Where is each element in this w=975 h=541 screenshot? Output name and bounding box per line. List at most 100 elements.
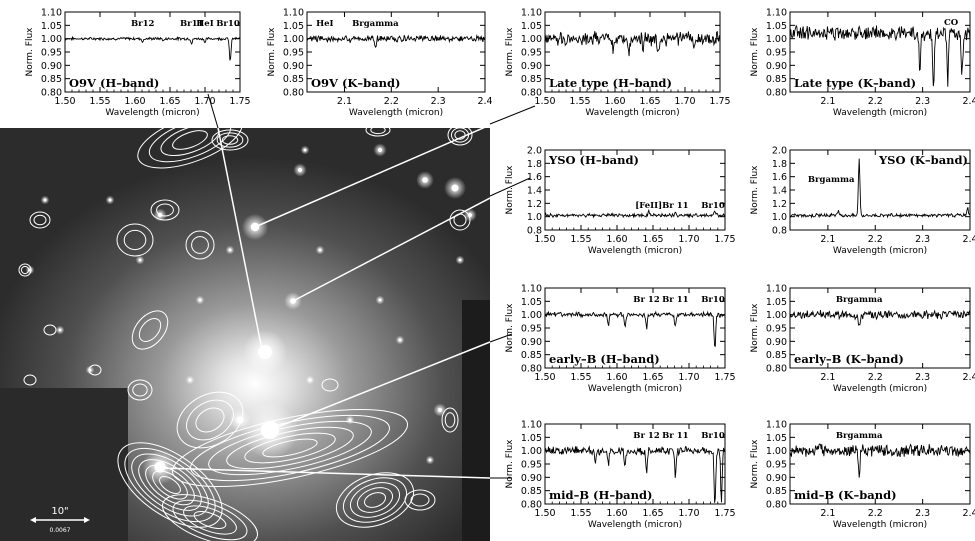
connector-yso-outside: [489, 177, 531, 197]
plot-frame: [544, 423, 726, 505]
y-tick-label: 0.95: [766, 460, 787, 471]
x-tick-label: 1.50: [54, 96, 75, 107]
panel-title: Late type (K–band): [794, 76, 916, 90]
y-tick-label: 1.4: [772, 186, 787, 197]
contour: [152, 470, 188, 500]
y-tick-label: 0.85: [766, 74, 787, 85]
y-tick-label: 0.90: [521, 337, 542, 348]
y-tick-label: 0.90: [41, 61, 62, 72]
y-axis-label: Norm. Flux: [750, 165, 760, 215]
contour: [363, 492, 387, 508]
y-axis-label: Norm. Flux: [505, 303, 515, 353]
spectrum-line: [544, 310, 726, 347]
x-tick-label: 1.70: [678, 234, 699, 245]
star: [58, 328, 62, 332]
contour: [171, 408, 409, 488]
x-tick-label: 2.1: [337, 96, 352, 107]
star: [188, 378, 192, 382]
y-tick-label: 1.10: [766, 420, 787, 431]
line-label: Brgamma: [352, 19, 399, 29]
contour: [404, 489, 436, 511]
x-tick-label: 1.50: [534, 372, 555, 383]
y-tick-label: 1.00: [41, 34, 62, 45]
y-tick-label: 0.8: [527, 226, 542, 237]
spectrum-line: [306, 34, 486, 48]
x-tick-label: 2.3: [915, 234, 930, 245]
x-tick-label: 1.60: [606, 234, 627, 245]
spectrum-panel-earlyb-h: 1.50 1.55 1.60 1.65 1.70 1.75 0.80 0.85 0.90 0.95…: [505, 284, 736, 395]
image-dark-strip: [462, 300, 490, 541]
star: [308, 378, 312, 382]
y-tick-label: 0.80: [521, 364, 542, 375]
star: [228, 248, 232, 252]
contour: [156, 203, 174, 217]
line-label: Br10: [701, 431, 725, 441]
line-label: Brgamma: [836, 295, 883, 305]
y-tick-label: 0.90: [521, 473, 542, 484]
spectrum-panel-earlyb-k: 2.1 2.2 2.3 2.4 0.80 0.85 0.90 0.95 1.00 1.05 1.10…: [750, 284, 975, 395]
star: [154, 461, 166, 473]
x-tick-label: 1.65: [639, 96, 660, 107]
y-tick-label: 1.00: [766, 446, 787, 457]
contour: [148, 117, 232, 163]
x-tick-label: 1.65: [642, 372, 663, 383]
contour: [444, 412, 456, 428]
connector-lines: [159, 111, 521, 479]
x-tick-label: 1.70: [194, 96, 215, 107]
plot-frame: [789, 11, 971, 93]
y-axis-label: Norm. Flux: [25, 27, 35, 77]
spectrum-line: [789, 158, 971, 219]
x-tick-label: 2.4: [962, 508, 975, 519]
y-tick-label: 0.80: [521, 500, 542, 511]
y-tick-label: 0.90: [766, 337, 787, 348]
x-tick-label: 2.4: [962, 234, 975, 245]
scale-bar-arrow-left: [30, 517, 36, 523]
connector-mid-b: [159, 467, 491, 479]
y-tick-label: 1.4: [527, 186, 542, 197]
y-axis-label: Norm. Flux: [505, 165, 515, 215]
panel-title: mid–B (K–band): [794, 488, 897, 502]
x-axis-label: Wavelength (micron): [833, 520, 927, 530]
spectrum-panel-yso-h: 1.50 1.55 1.60 1.65 1.70 1.75 0.8 1.0 1.2 1.4 1.6 1…: [505, 146, 736, 257]
line-label: Br 12: [633, 431, 660, 441]
y-tick-label: 0.80: [521, 88, 542, 99]
line-label: CO: [944, 18, 959, 28]
x-axis-label: Wavelength (micron): [588, 246, 682, 256]
star: [348, 418, 352, 422]
x-tick-label: 1.55: [89, 96, 110, 107]
y-tick-label: 1.10: [283, 8, 304, 19]
line-label: HeI: [316, 19, 333, 29]
y-tick-label: 1.8: [527, 159, 542, 170]
spectrum-panel-o9v-h: 1.50 1.55 1.60 1.65 1.70 1.75 0.80 0.85 0.90 0.95…: [25, 8, 251, 119]
x-axis-label: Wavelength (micron): [585, 108, 679, 118]
x-tick-label: 2.3: [431, 96, 446, 107]
contour: [132, 383, 148, 397]
plot-frame: [544, 287, 726, 369]
y-tick-label: 2.0: [527, 146, 542, 157]
x-tick-label: 2.2: [384, 96, 399, 107]
contour: [183, 505, 237, 535]
contour: [208, 420, 372, 476]
x-tick-label: 1.70: [674, 96, 695, 107]
y-tick-label: 1.05: [283, 21, 304, 32]
x-tick-label: 2.4: [477, 96, 492, 107]
y-tick-label: 1.00: [766, 310, 787, 321]
connector-late-type-outside: [489, 105, 536, 125]
contour: [172, 130, 208, 150]
x-tick-label: 1.65: [159, 96, 180, 107]
y-tick-label: 1.00: [521, 446, 542, 457]
y-tick-label: 0.80: [766, 88, 787, 99]
y-tick-label: 0.85: [521, 486, 542, 497]
contour: [172, 499, 248, 541]
contour: [410, 493, 430, 507]
contour: [18, 263, 32, 277]
star: [318, 248, 322, 252]
line-label: Br 11: [662, 431, 689, 441]
x-tick-label: 2.1: [820, 372, 835, 383]
line-label: Br 12: [633, 295, 660, 305]
spectrum-panel-midb-h: 1.50 1.55 1.60 1.65 1.70 1.75 0.80 0.85 0.90 0.95…: [505, 420, 736, 531]
x-tick-label: 2.2: [868, 234, 883, 245]
contour: [185, 230, 215, 260]
x-tick-label: 1.50: [534, 96, 555, 107]
x-tick-label: 1.65: [642, 234, 663, 245]
